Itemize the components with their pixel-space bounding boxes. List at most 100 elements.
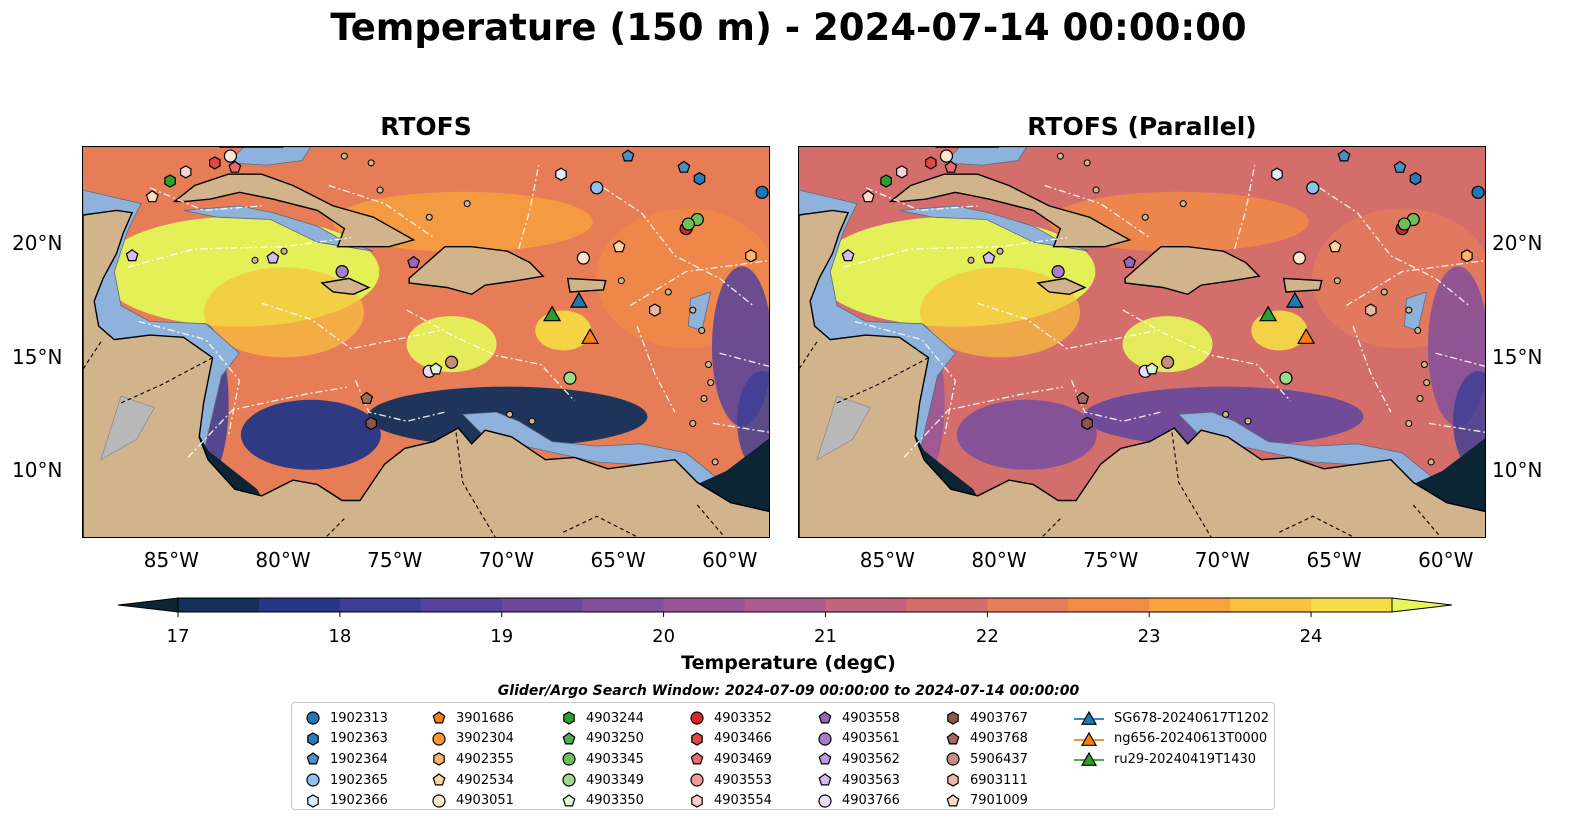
small-island-5 — [1416, 395, 1424, 403]
argo-float-4902355[interactable] — [1461, 249, 1473, 263]
argo-float-4903554[interactable] — [179, 165, 192, 179]
legend-marker-symbol — [306, 711, 320, 725]
country-border-0 — [120, 357, 213, 404]
argo-float-4903345[interactable] — [681, 217, 695, 231]
argo-float-4903051[interactable] — [576, 251, 590, 265]
argo-float-4903051[interactable] — [939, 149, 954, 163]
argo-float-1902366[interactable] — [555, 167, 567, 181]
country-border-0 — [836, 357, 929, 404]
map-panel-rtofs[interactable] — [82, 146, 770, 538]
small-island-2 — [689, 306, 697, 314]
argo-float-4903469[interactable] — [944, 160, 958, 173]
argo-float-7901009[interactable] — [861, 190, 875, 203]
country-border-5 — [696, 504, 726, 537]
argo-float-7901009[interactable] — [145, 190, 159, 203]
legend-item: 4903349 — [562, 770, 644, 791]
argo-float-4903561[interactable] — [335, 265, 349, 279]
legend-marker-symbol — [818, 711, 832, 724]
argo-float-5906437[interactable] — [1160, 355, 1175, 369]
argo-float-4903558[interactable] — [1123, 255, 1137, 269]
argo-float-4903558[interactable] — [407, 255, 421, 269]
argo-float-4903350[interactable] — [429, 362, 443, 375]
legend-label: 4903563 — [842, 772, 900, 788]
small-island-12 — [280, 247, 288, 255]
legend-item: 1902365 — [306, 770, 388, 791]
argo-float-4903244[interactable] — [880, 174, 892, 188]
glider-SG678-20240617T1202[interactable] — [569, 291, 588, 308]
argo-float-4903244[interactable] — [164, 174, 176, 188]
argo-float-4903768[interactable] — [1076, 391, 1090, 404]
argo-float-4903767[interactable] — [365, 416, 377, 431]
legend-item: 4903469 — [690, 749, 772, 770]
argo-float-1902364[interactable] — [677, 160, 691, 173]
argo-float-1902363[interactable] — [1409, 172, 1422, 186]
argo-float-4902355[interactable] — [745, 249, 757, 263]
glider-SG678-20240617T1202[interactable] — [1285, 291, 1304, 308]
legend: 1902313 1902363 1902364 1902365 1902366 39016… — [291, 702, 1275, 810]
legend-item: 4902355 — [432, 749, 514, 770]
glider-ng656-20240613T0000[interactable] — [1297, 328, 1316, 344]
argo-float-4903466[interactable] — [924, 156, 937, 170]
eez-boundary-4 — [517, 164, 540, 250]
legend-label: 4903349 — [586, 772, 644, 788]
argo-float-4903563[interactable] — [982, 251, 996, 264]
argo-float-4903561[interactable] — [1051, 265, 1065, 279]
argo-float-3902304[interactable] — [768, 189, 770, 201]
country-border-2 — [455, 432, 496, 537]
small-island-6 — [689, 419, 697, 427]
argo-float-1902363[interactable] — [693, 172, 706, 186]
argo-float-6903111[interactable] — [648, 303, 661, 317]
map-panel-rtofs-parallel[interactable] — [798, 146, 1486, 538]
argo-float-5906437[interactable] — [444, 355, 459, 369]
legend-marker-symbol — [691, 732, 703, 746]
argo-float-1902365[interactable] — [1306, 181, 1320, 195]
argo-float-4903768[interactable] — [360, 391, 374, 404]
argo-float-4903350[interactable] — [1145, 362, 1159, 375]
argo-float-4903469[interactable] — [228, 160, 242, 173]
colorbar-segment — [906, 598, 988, 612]
glider-ru29-20240419T1430[interactable] — [543, 305, 562, 322]
small-island-14 — [425, 213, 433, 221]
argo-float-4903349[interactable] — [563, 371, 577, 385]
warm-pool-central — [406, 316, 497, 373]
legend-label: 4903767 — [970, 710, 1028, 726]
colorbar-outline — [177, 597, 1393, 613]
argo-float-6903111[interactable] — [1364, 303, 1377, 317]
small-island-10 — [506, 410, 514, 418]
small-island-16 — [340, 152, 348, 160]
legend-label: 4903553 — [714, 772, 772, 788]
small-island-13 — [1092, 186, 1100, 194]
argo-float-1902365[interactable] — [590, 181, 604, 195]
argo-float-4903563[interactable] — [125, 249, 139, 262]
country-border-3 — [563, 515, 639, 537]
argo-float-4902534[interactable] — [612, 239, 626, 253]
argo-float-1902313[interactable] — [755, 185, 769, 199]
legend-label: 4902355 — [456, 751, 514, 767]
colorbar-segment — [1311, 598, 1393, 612]
argo-float-4903767[interactable] — [1081, 416, 1093, 431]
legend-label: 5906437 — [970, 751, 1028, 767]
legend-item: 4902534 — [432, 770, 514, 791]
argo-float-4903466[interactable] — [208, 156, 221, 170]
glider-ru29-20240419T1430[interactable] — [1259, 305, 1278, 322]
argo-float-4903051[interactable] — [223, 149, 238, 163]
argo-float-1902364[interactable] — [1337, 149, 1351, 162]
eez-boundary-12 — [1435, 352, 1485, 367]
glider-ng656-20240613T0000[interactable] — [581, 328, 600, 344]
argo-float-4903349[interactable] — [1279, 371, 1293, 385]
eez-boundary-1 — [138, 320, 241, 438]
argo-float-1902313[interactable] — [1471, 185, 1485, 199]
argo-float-4902534[interactable] — [1328, 239, 1342, 253]
argo-float-4903563[interactable] — [266, 251, 280, 264]
argo-float-4903345[interactable] — [1397, 217, 1411, 231]
colorbar-segment — [1149, 598, 1231, 612]
argo-float-1902364[interactable] — [1393, 160, 1407, 173]
eez-boundary-3 — [1122, 309, 1291, 402]
argo-float-4903563[interactable] — [841, 249, 855, 262]
argo-float-4903051[interactable] — [1292, 251, 1306, 265]
argo-float-1902364[interactable] — [621, 149, 635, 162]
argo-float-4903554[interactable] — [895, 165, 908, 179]
eez-boundary-11 — [1345, 259, 1485, 307]
argo-float-3902304[interactable] — [1484, 189, 1486, 201]
argo-float-1902366[interactable] — [1271, 167, 1283, 181]
